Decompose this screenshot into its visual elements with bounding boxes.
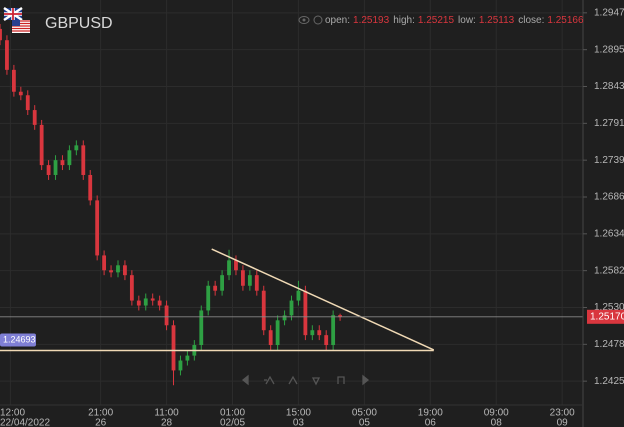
x-tick-label: 11:00	[154, 408, 179, 419]
candle-body	[116, 265, 120, 273]
x-tick-date: 08	[491, 418, 503, 427]
candle-body	[150, 298, 155, 301]
candle-body	[136, 300, 141, 306]
plot	[0, 23, 583, 386]
candle-body	[95, 200, 100, 256]
ohlc-label: close:	[518, 15, 544, 26]
x-tick-date: 26	[95, 418, 107, 427]
y-tick-label: 1.2739	[594, 155, 624, 166]
candle-body	[11, 69, 16, 92]
candle-body	[213, 285, 218, 291]
symbol: GBPUSD	[45, 15, 113, 32]
y-tick-label: 1.24258	[594, 376, 624, 387]
candle-body	[81, 145, 86, 175]
candle-body	[227, 260, 231, 276]
trendline	[211, 248, 435, 351]
candle-body	[331, 315, 336, 346]
candle-body	[275, 320, 280, 346]
x-tick-date: 02/05	[220, 418, 245, 427]
y-tick-label: 1.2478	[594, 339, 624, 350]
candle-body	[296, 290, 301, 301]
candle-body	[32, 110, 37, 125]
candle-body	[109, 270, 113, 273]
y-tick-label: 1.25302	[594, 302, 624, 313]
x-tick-date: 06	[425, 418, 437, 427]
candle-body	[303, 290, 308, 336]
candle-body	[164, 305, 169, 326]
x-tick-label: 05:00	[352, 408, 377, 419]
candle-body	[39, 124, 44, 166]
candle-body	[282, 315, 287, 321]
ohlc-value: 1.25215	[418, 15, 455, 26]
x-tick-label: 21:00	[88, 408, 113, 419]
candle-body	[254, 275, 259, 291]
candle-body	[338, 315, 342, 318]
legend-icons	[298, 15, 323, 25]
candle-body	[46, 165, 51, 175]
x-tick-label: 23:00	[550, 408, 575, 419]
candle-body	[88, 174, 93, 201]
candle-body	[143, 298, 148, 306]
candle-body	[60, 160, 65, 166]
candle-body	[129, 275, 134, 301]
candle-body	[289, 300, 294, 316]
y-tick-label: 1.29478	[594, 7, 624, 18]
candle-body	[123, 265, 127, 276]
x-tick-date: 03	[293, 418, 305, 427]
ohlc-value: 1.25166	[547, 15, 584, 26]
ohlc-value: 1.25193	[353, 15, 390, 26]
candle-body	[74, 145, 79, 151]
candle-body	[102, 255, 107, 271]
x-tick-date: 28	[161, 418, 173, 427]
x-tick-label: 12:00	[0, 408, 25, 419]
candle-body	[317, 330, 322, 336]
y-tick-label: 1.27912	[594, 118, 624, 129]
candle-body	[178, 360, 183, 371]
y-tick-label: 1.26346	[594, 228, 624, 239]
price-label: 1.25170	[590, 311, 624, 322]
candle-body	[234, 260, 238, 271]
x-tick-label: 19:00	[418, 408, 443, 419]
candle-body	[53, 160, 58, 175]
candle-body	[268, 330, 273, 346]
candle-body	[247, 275, 252, 286]
candle-body	[171, 325, 176, 371]
candle-body	[0, 28, 2, 41]
price-label-box	[587, 309, 624, 324]
x-tick-date: 09	[557, 418, 569, 427]
x-tick-label: 01:00	[220, 408, 245, 419]
support-label-box	[0, 333, 36, 347]
candle-body	[199, 310, 204, 346]
candle-body	[310, 330, 315, 336]
candle-body	[5, 40, 9, 70]
x-tick-date: 05	[359, 418, 371, 427]
candle-body	[67, 150, 72, 166]
x-tick-label: 09:00	[484, 408, 509, 419]
candle-body	[25, 95, 30, 111]
candle-body	[241, 270, 245, 286]
candle-body	[206, 285, 211, 311]
drawing-toolbar	[241, 374, 370, 386]
ohlc-label: low:	[458, 15, 476, 26]
ohlc-value: 1.25113	[479, 15, 515, 26]
candle-body	[185, 355, 190, 361]
candle-body	[261, 290, 266, 331]
support-label: 1.24693	[3, 334, 36, 344]
candle-body	[18, 91, 23, 96]
x-tick-label: 15:00	[286, 408, 311, 419]
y-tick-label: 1.25824	[594, 265, 624, 276]
y-tick-label: 1.28956	[594, 44, 624, 55]
ohlc-label: high:	[393, 15, 415, 26]
x-tick-date: 22/04/2022	[0, 418, 50, 427]
ohlc-label: open:	[325, 15, 350, 26]
candle-body	[157, 300, 162, 306]
candle-body	[220, 275, 225, 291]
y-tick-label: 1.28434	[594, 81, 624, 92]
y-tick-label: 1.26868	[594, 192, 624, 203]
flag-icon	[3, 6, 30, 33]
candle-body	[324, 335, 329, 346]
ohlc-legend: open: 1.25193 high: 1.25215 low: 1.25113 close…	[325, 15, 584, 26]
